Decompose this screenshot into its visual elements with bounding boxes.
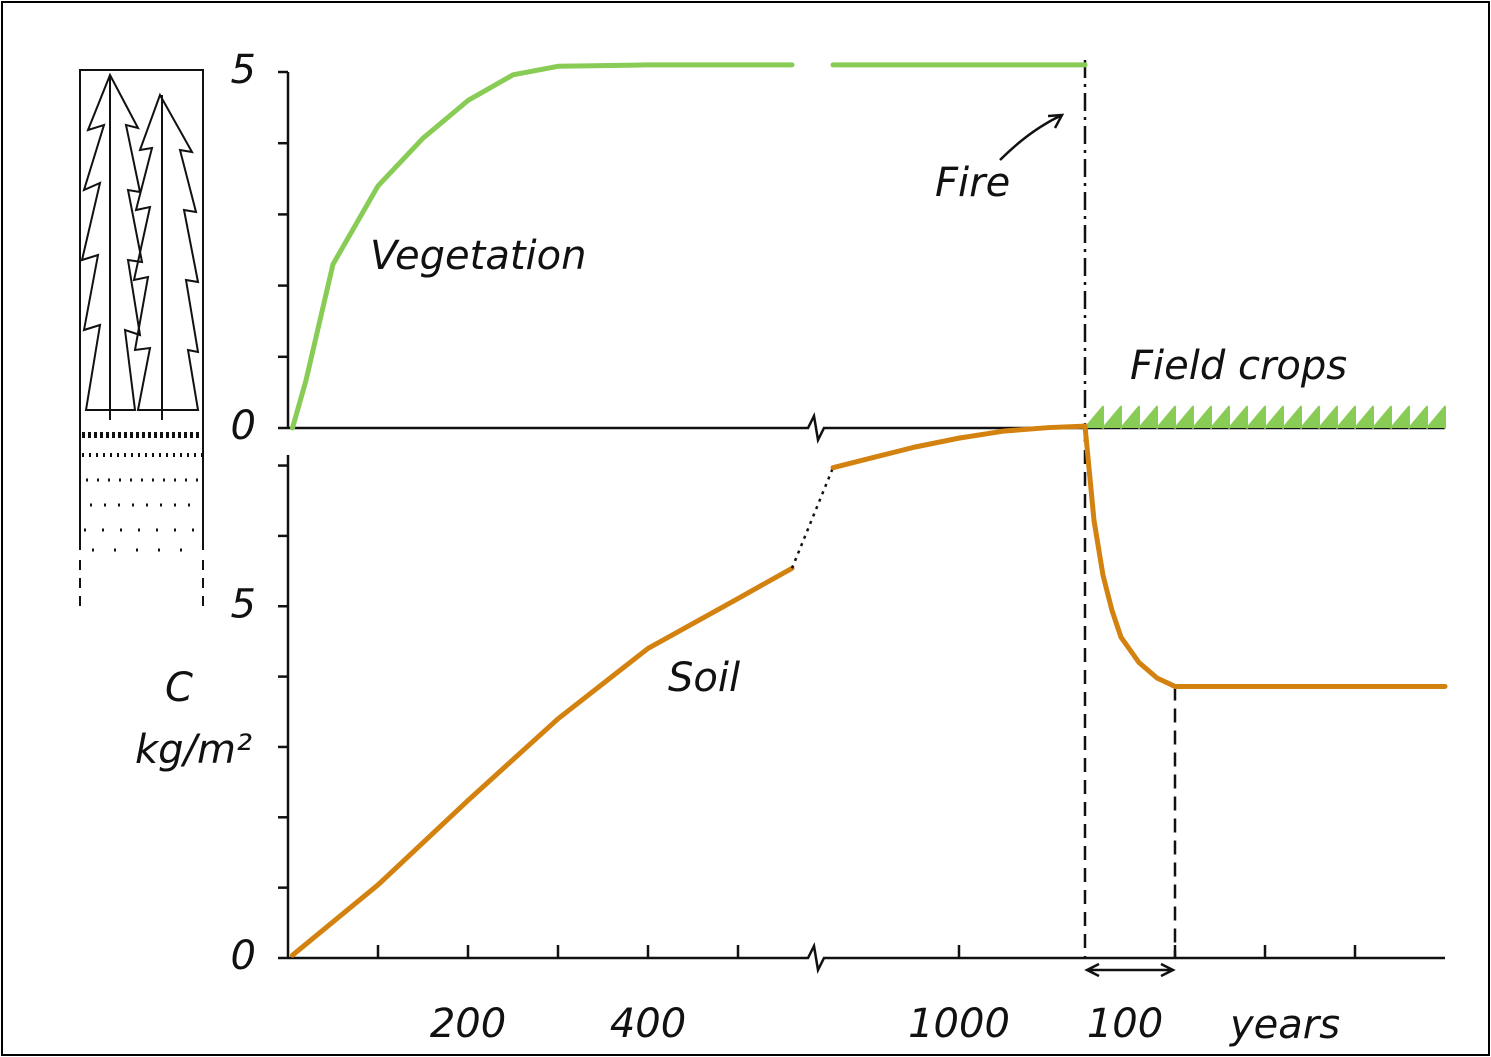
line [290,565,795,958]
span-arrow [1084,962,1176,978]
y-tick-label: 5 [231,47,256,93]
area [1084,405,1446,429]
span-label: 100 [1087,1001,1163,1047]
line [290,62,795,431]
x-tick-label: 200 [430,1001,506,1047]
x-tick-label: 1000 [908,1001,1010,1047]
join-line [790,467,835,569]
series-label: Vegetation [370,233,586,279]
series-label: Soil [668,655,740,701]
forest-illustration [79,69,204,612]
fire-label: Fire [935,160,1010,206]
y-tick-label: 0 [231,403,256,449]
y-label: kg/m² [135,727,252,773]
x-axis [288,412,1445,444]
line [1082,423,1448,689]
x-tick-label: 400 [610,1001,686,1047]
y-tick-label: 0 [231,933,256,979]
y-tick-label: 5 [231,581,256,627]
fire-arrow [999,113,1065,161]
x-axis [288,942,1445,974]
x-label: years [1229,1002,1340,1048]
line [830,423,1088,471]
series-label: Field crops [1130,343,1347,389]
y-label: C [165,665,193,711]
